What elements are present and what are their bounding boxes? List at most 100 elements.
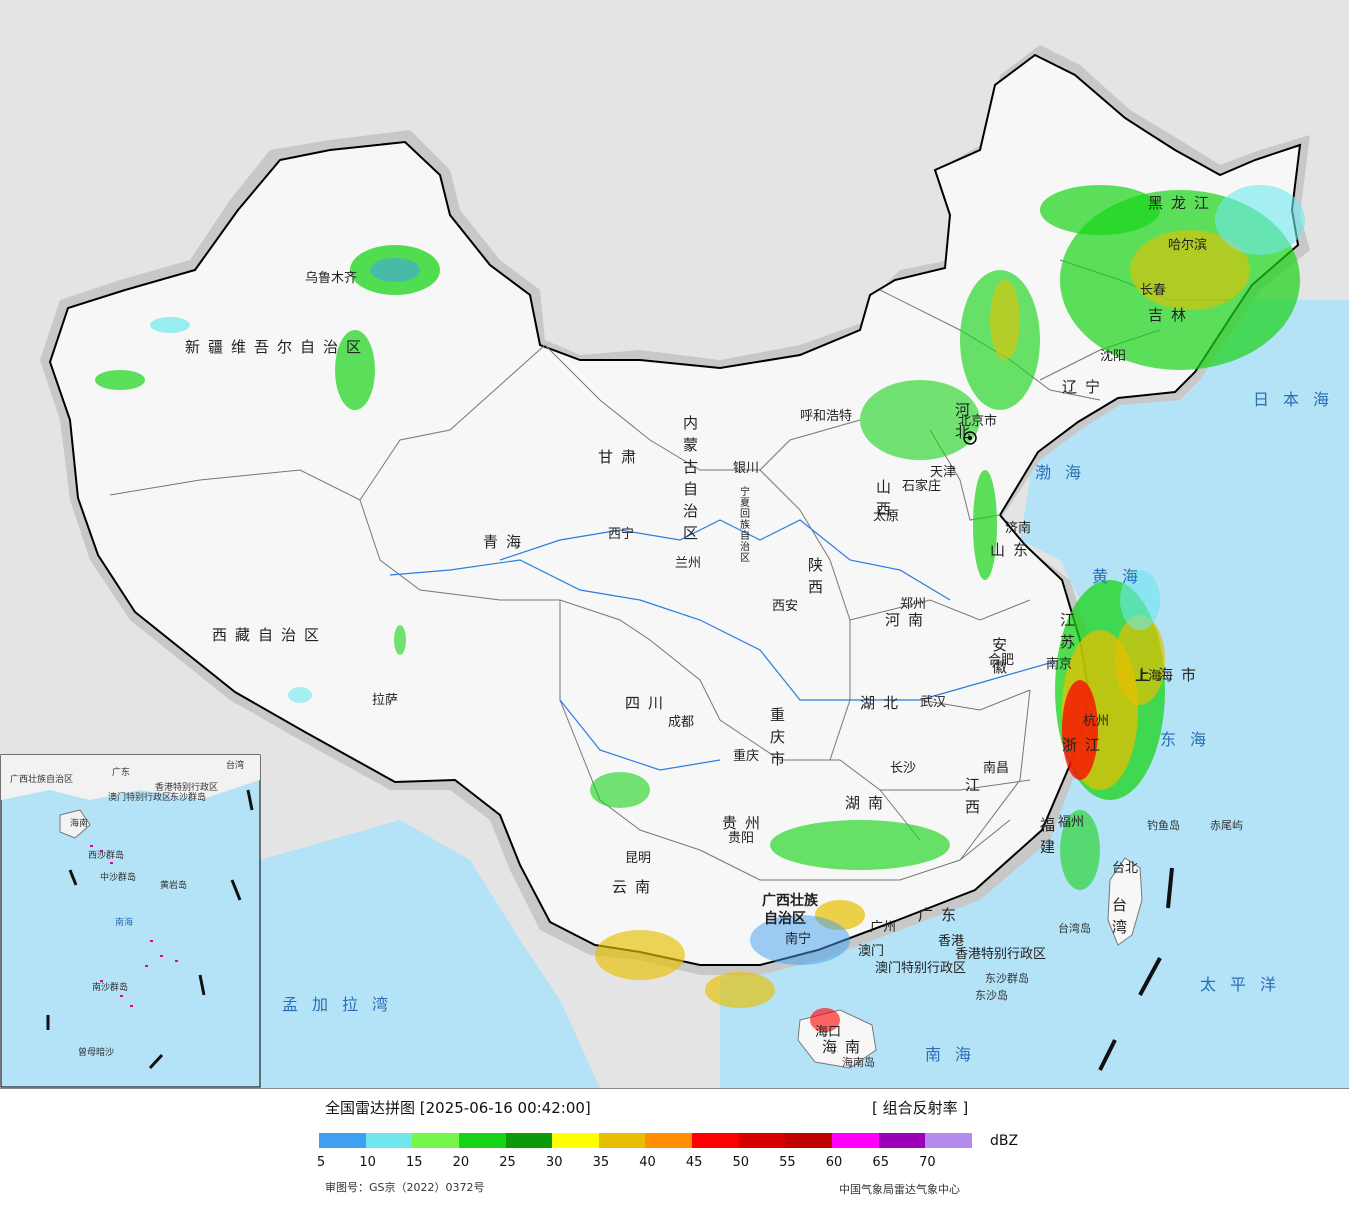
scale-swatch [365, 1133, 413, 1148]
province-label: 苏 [1060, 633, 1075, 651]
scale-swatch [598, 1133, 646, 1148]
scale-tick-label: 10 [359, 1155, 376, 1170]
city-label: 石家庄 [902, 478, 941, 494]
province-label: 蒙 [683, 436, 698, 454]
city-label: 广州 [870, 920, 896, 935]
city-label: 武汉 [920, 695, 946, 710]
city-label: 哈尔滨 [1168, 237, 1207, 253]
province-label: 河南 [885, 611, 931, 629]
scale-swatch [692, 1133, 739, 1148]
province-label: 黑龙江 [1148, 194, 1217, 212]
province-label: 辽宁 [1062, 378, 1108, 396]
city-label: 沈阳 [1100, 349, 1126, 364]
province-label: 澳门特别行政区 [875, 960, 966, 976]
province-label: 湾 [1112, 918, 1127, 936]
island-label: 海南岛 [842, 1055, 875, 1069]
province-label: 湖南 [845, 794, 891, 812]
scale-tick-label: 30 [545, 1155, 563, 1170]
scale-swatch [458, 1133, 506, 1148]
scale-tick-label: 60 [825, 1155, 843, 1170]
province-label: 西 [808, 578, 823, 596]
inset-label: 香港特别行政区 [155, 781, 218, 793]
province-label: 上海市 [1135, 666, 1204, 684]
scale-tick-label: 70 [919, 1155, 936, 1170]
scale-tick-label: 45 [685, 1155, 703, 1170]
island-label: 赤尾屿 [1210, 819, 1243, 832]
sea-label: 南海 [925, 1045, 985, 1064]
province-label: 自 [683, 480, 698, 498]
sea-area [720, 300, 1349, 1088]
scale-swatch [552, 1133, 599, 1148]
province-label: 西 [876, 500, 891, 518]
province-label: 浙江 [1062, 736, 1108, 754]
province-label: 建 [1040, 838, 1055, 856]
province-label: 香港特别行政区 [955, 947, 1046, 962]
sea-area-sw [260, 820, 600, 1088]
province-label: 河 [955, 401, 970, 419]
scale-tick-label: 50 [732, 1155, 750, 1170]
province-label: 广西壮族 [762, 892, 819, 909]
province-label: 陕 [808, 556, 823, 574]
city-label: 昆明 [625, 851, 651, 866]
city-label: 南京 [1046, 656, 1072, 672]
scale-tick-label: 25 [499, 1155, 516, 1170]
province-label: 山 [876, 478, 891, 496]
island-label: 钓鱼岛 [1147, 818, 1180, 832]
province-label: 宁 [740, 485, 750, 498]
city-label: 南宁 [785, 931, 811, 947]
scale-tick-label: 35 [592, 1155, 610, 1170]
city-label: 兰州 [675, 556, 701, 571]
sea-label: 太平洋 [1200, 975, 1290, 994]
province-label: 治 [683, 502, 698, 520]
city-label: 拉萨 [372, 693, 398, 708]
sea-label: 渤海 [1035, 463, 1095, 482]
inset-label: 黄岩岛 [160, 879, 187, 891]
province-label: 庆 [770, 728, 785, 746]
province-label: 族 [740, 518, 750, 531]
product-name: [ 组合反射率 ] [872, 1099, 969, 1117]
city-label: 香港 [938, 934, 964, 949]
province-label: 重 [770, 706, 785, 724]
province-label: 北 [955, 423, 970, 441]
province-label: 区 [740, 552, 750, 564]
scale-tick-label: 5 [316, 1155, 326, 1170]
province-label: 治 [740, 540, 750, 553]
province-label: 青海 [483, 533, 529, 551]
province-label: 福 [1040, 816, 1055, 834]
province-label: 海南 [822, 1038, 868, 1056]
city-label: 郑州 [900, 597, 926, 612]
city-label: 福州 [1058, 815, 1084, 830]
city-label: 贵阳 [728, 831, 754, 846]
city-label: 上海 [1135, 669, 1161, 684]
scale-swatch [878, 1133, 926, 1148]
scale-tick-label: 20 [452, 1155, 470, 1170]
province-label: 云南 [612, 878, 658, 896]
scale-swatch [832, 1133, 879, 1148]
scale-tick-label: 65 [872, 1155, 889, 1170]
south-china-sea-inset [0, 754, 261, 1088]
scale-swatch [785, 1133, 833, 1148]
city-label: 西宁 [608, 526, 634, 542]
scale-swatch [645, 1133, 693, 1148]
scale-swatch [412, 1133, 459, 1148]
city-label: 呼和浩特 [800, 409, 852, 424]
island-label: 东沙群岛 [985, 971, 1029, 985]
scale-tick-label: 40 [639, 1155, 656, 1170]
province-label: 徽 [992, 658, 1007, 676]
province-label: 贵州 [722, 814, 768, 832]
island-label: 台湾岛 [1058, 921, 1091, 935]
city-label: 北京市 [958, 413, 997, 429]
scale-unit: dBZ [990, 1133, 1019, 1149]
city-label: 太原 [873, 509, 899, 524]
province-label: 西藏自治区 [212, 626, 327, 644]
city-label: 南昌 [983, 760, 1009, 776]
inset-nine-dash-line [46, 789, 254, 1070]
inset-label: 台湾 [226, 759, 244, 771]
inset-label: 澳门特别行政区 [108, 791, 171, 803]
legend-panel: 全国雷达拼图 [2025-06-16 00:42:00] [ 组合反射率 ] d… [0, 1088, 1349, 1209]
rivers [389, 519, 1061, 771]
scale-swatch [738, 1133, 786, 1148]
mosaic-title: 全国雷达拼图 [2025-06-16 00:42:00] [325, 1099, 591, 1117]
province-label: 自 [740, 529, 750, 542]
island-label: 东沙岛 [975, 988, 1008, 1002]
